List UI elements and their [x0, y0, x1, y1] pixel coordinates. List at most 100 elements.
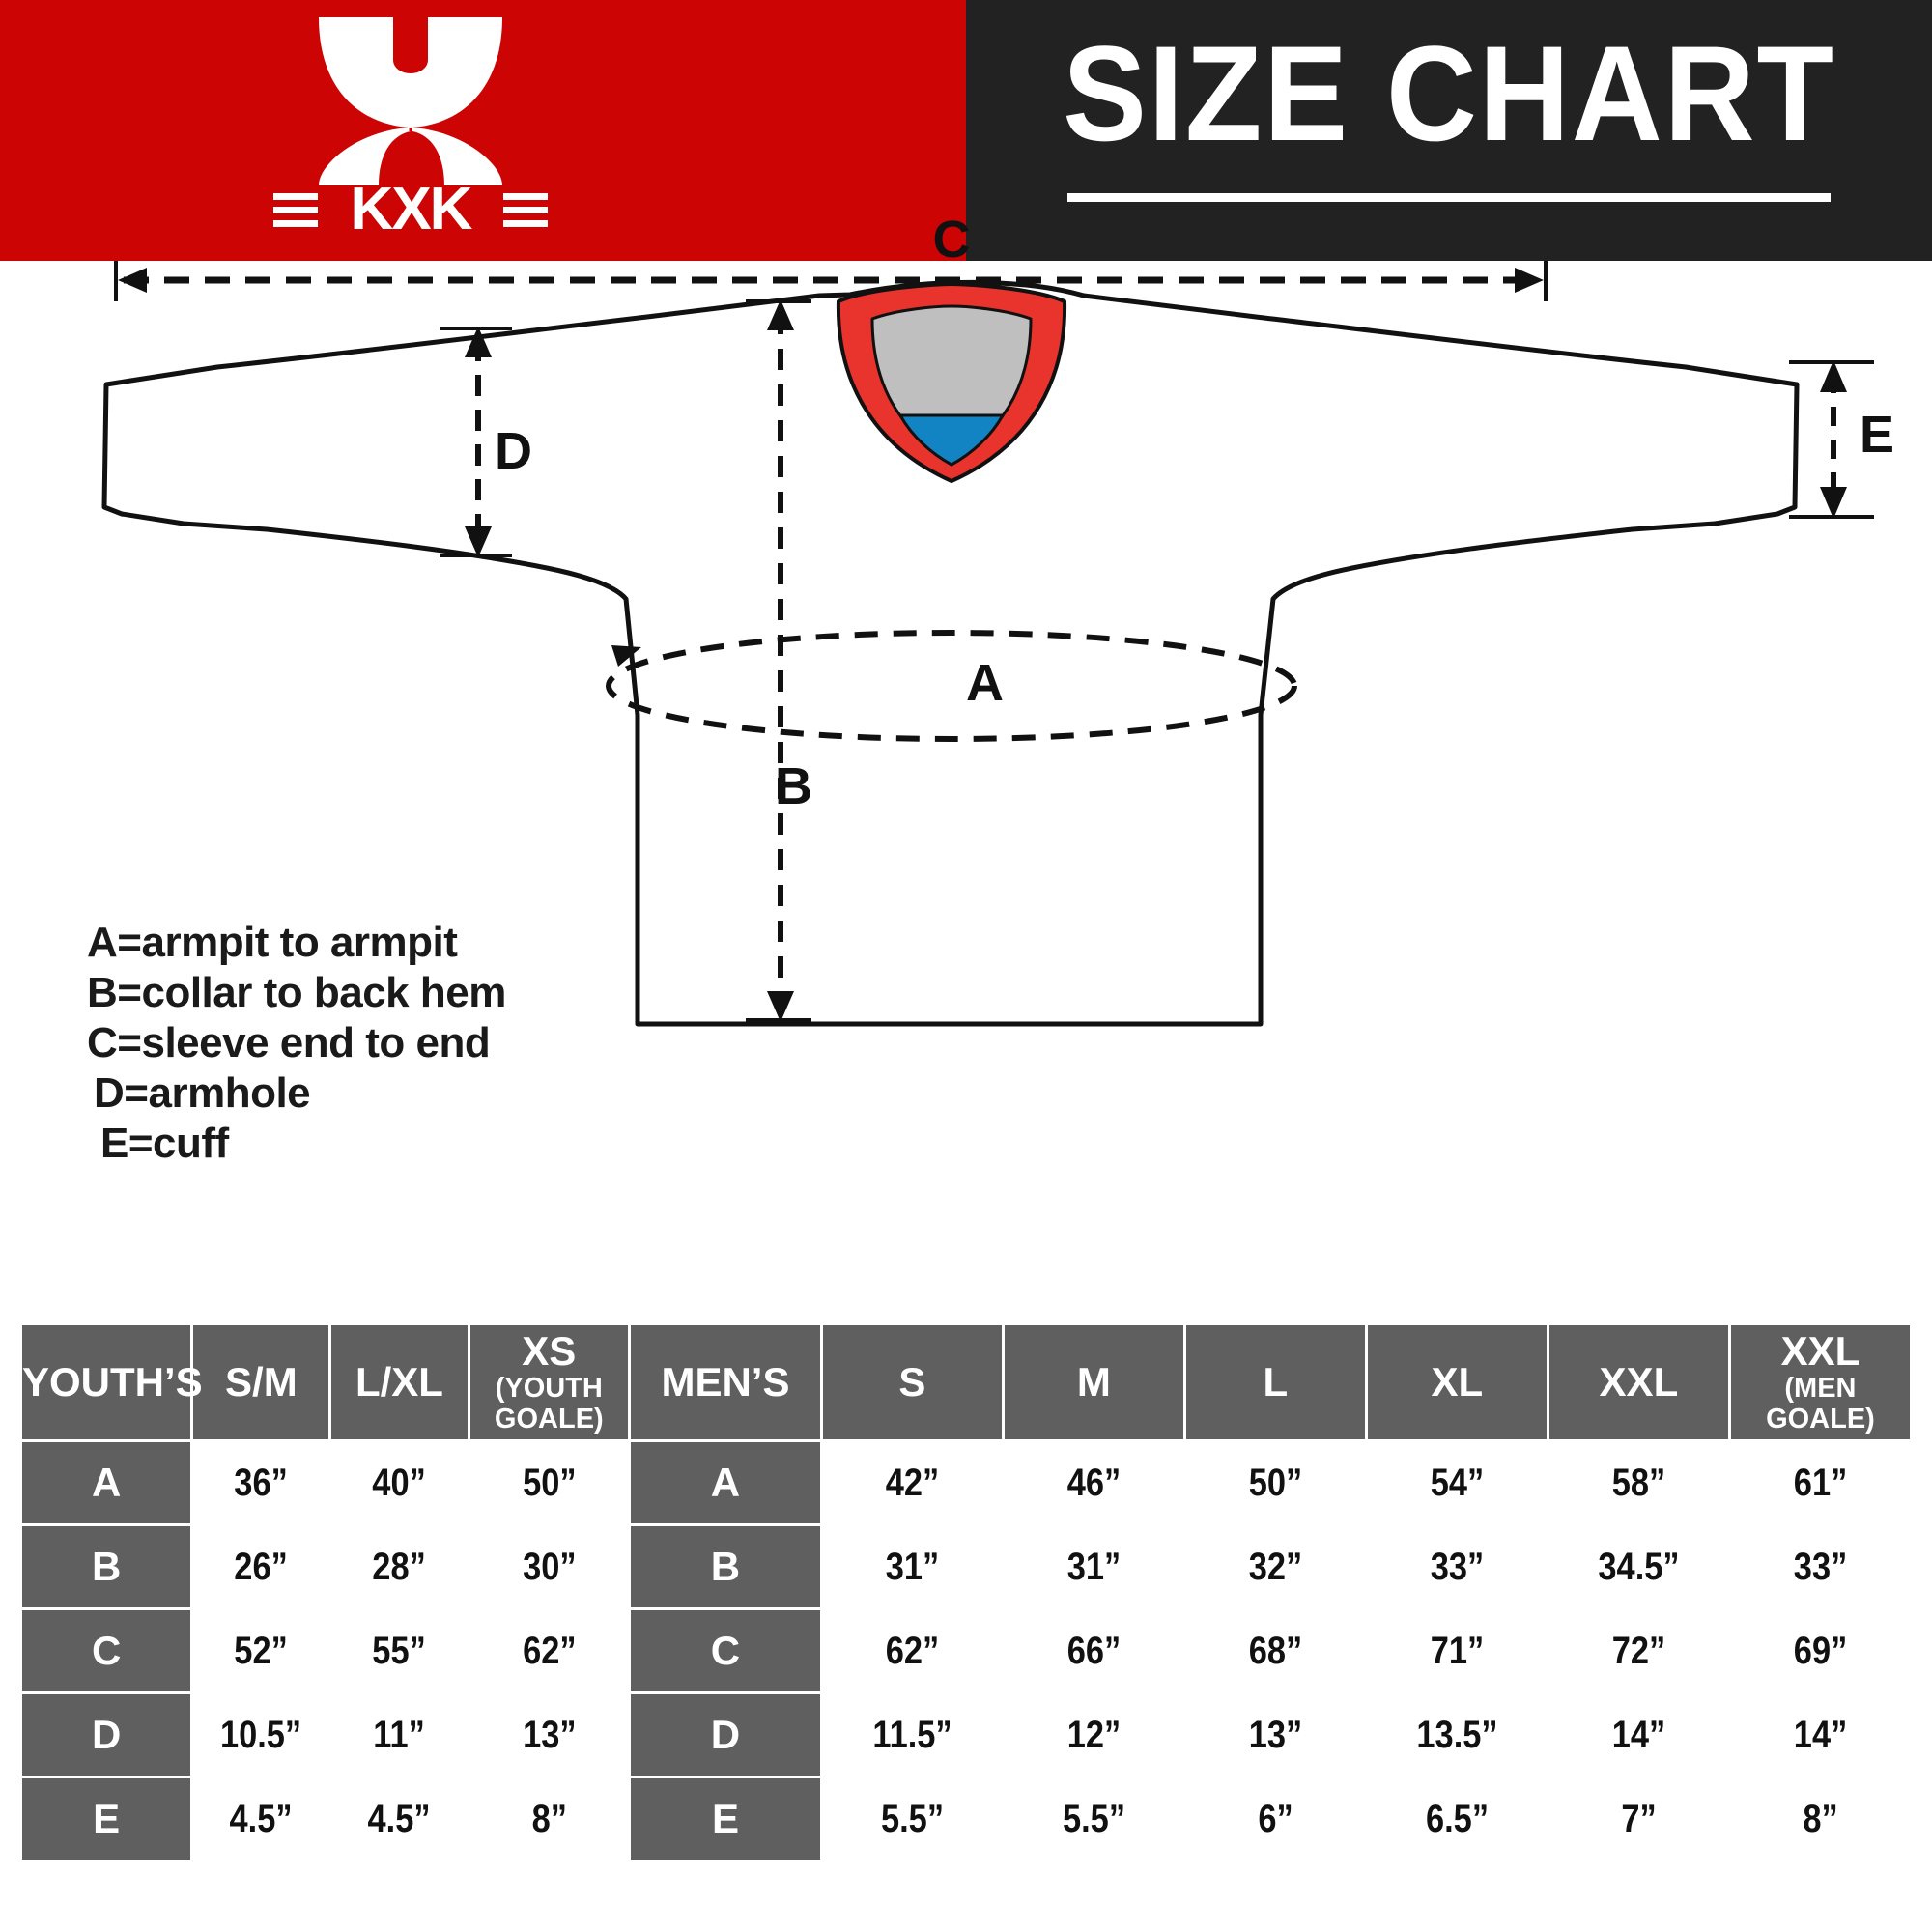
- cell-men-c-m: 66”: [1004, 1610, 1183, 1691]
- header-men-m: M: [1004, 1325, 1183, 1439]
- size-table-wrapper: YOUTH’S S/M L/XL XS (YOUTH GOALE) MEN’S …: [19, 1322, 1913, 1862]
- dimension-a-label: A: [966, 654, 1004, 712]
- cell-youth-e-xs: 8”: [469, 1778, 629, 1860]
- cell-men-e-xxl: 7”: [1548, 1778, 1728, 1860]
- header-men-xxl-goalie-main: XXL: [1780, 1328, 1861, 1374]
- header-men: MEN’S: [631, 1325, 820, 1439]
- cell-men-e-s: 5.5”: [822, 1778, 1002, 1860]
- cell-men-a-l: 50”: [1185, 1442, 1365, 1523]
- dimension-e: E: [1789, 360, 1894, 519]
- legend-line-e: E=cuff: [100, 1120, 229, 1167]
- header-men-xxl-goalie-sub: (MEN GOALE): [1766, 1373, 1875, 1435]
- dimension-c: [114, 261, 1548, 301]
- header-men-xxl-goalie: XXL (MEN GOALE): [1730, 1325, 1910, 1439]
- cell-men-b-l: 32”: [1185, 1526, 1365, 1607]
- cell-youth-c-sm: 52”: [193, 1610, 329, 1691]
- table-row: B 26” 28” 30” B 31” 31” 32” 33” 34.5” 33…: [22, 1526, 1910, 1607]
- row-label-d-men: D: [631, 1694, 820, 1776]
- cell-men-e-l: 6”: [1185, 1778, 1365, 1860]
- measurement-legend: A=armpit to armpit B=collar to back hem …: [87, 918, 506, 1169]
- cell-youth-b-lxl: 28”: [331, 1526, 468, 1607]
- cell-youth-d-xs: 13”: [469, 1694, 629, 1776]
- header-banner: KXK SIZE CHART: [0, 0, 1932, 261]
- dimension-e-label: E: [1860, 406, 1894, 464]
- cell-men-b-s: 31”: [822, 1526, 1002, 1607]
- legend-line-c: C=sleeve end to end: [87, 1019, 491, 1066]
- title-underline: [1067, 193, 1831, 202]
- cell-youth-a-xs: 50”: [469, 1442, 629, 1523]
- table-row: C 52” 55” 62” C 62” 66” 68” 71” 72” 69”: [22, 1610, 1910, 1691]
- dimension-a: A: [606, 630, 1297, 742]
- cell-men-c-xxl: 72”: [1548, 1610, 1728, 1691]
- legend-line-a: A=armpit to armpit: [87, 919, 458, 966]
- header-men-xxl: XXL: [1548, 1325, 1728, 1439]
- table-header-row: YOUTH’S S/M L/XL XS (YOUTH GOALE) MEN’S …: [22, 1325, 1910, 1439]
- row-label-b-men: B: [631, 1526, 820, 1607]
- cell-youth-b-xs: 30”: [469, 1526, 629, 1607]
- brand-logo: KXK: [266, 10, 555, 251]
- jersey-collar: [836, 282, 1067, 483]
- size-chart-table: YOUTH’S S/M L/XL XS (YOUTH GOALE) MEN’S …: [19, 1322, 1913, 1862]
- header-youth-xs-main: XS: [522, 1328, 577, 1374]
- header-youth: YOUTH’S: [22, 1325, 203, 1439]
- svg-text:C: C: [933, 214, 971, 269]
- header-youth-lxl: L/XL: [331, 1325, 468, 1439]
- cell-men-d-xl: 13.5”: [1367, 1694, 1547, 1776]
- cell-men-c-l: 68”: [1185, 1610, 1365, 1691]
- cell-youth-b-sm: 26”: [193, 1526, 329, 1607]
- table-row: D 10.5” 11” 13” D 11.5” 12” 13” 13.5” 14…: [22, 1694, 1910, 1776]
- header-brand-panel: KXK: [0, 0, 966, 261]
- cell-men-e-xl: 6.5”: [1367, 1778, 1547, 1860]
- jersey-outline: [101, 279, 1800, 1027]
- row-label-e-men: E: [631, 1778, 820, 1860]
- dimension-d-label: D: [495, 422, 532, 480]
- dimension-b-label: B: [775, 757, 812, 815]
- cell-men-a-xl: 54”: [1367, 1442, 1547, 1523]
- legend-line-d: D=armhole: [94, 1069, 311, 1117]
- table-row: E 4.5” 4.5” 8” E 5.5” 5.5” 6” 6.5” 7” 8”: [22, 1778, 1910, 1860]
- cell-men-b-xxl: 34.5”: [1548, 1526, 1728, 1607]
- cell-men-c-xxlg: 69”: [1730, 1610, 1910, 1691]
- cell-men-a-m: 46”: [1004, 1442, 1183, 1523]
- cell-youth-d-lxl: 11”: [331, 1694, 468, 1776]
- legend-line-b: B=collar to back hem: [87, 969, 506, 1016]
- logo-left-bars-icon: [273, 193, 318, 228]
- logo-right-bars-icon: [503, 193, 548, 228]
- cell-men-a-s: 42”: [822, 1442, 1002, 1523]
- jersey-diagram: D E A B C C: [0, 214, 1932, 1314]
- cell-youth-d-sm: 10.5”: [193, 1694, 329, 1776]
- brand-wordmark: KXK: [350, 176, 473, 242]
- cell-men-d-xxlg: 14”: [1730, 1694, 1910, 1776]
- row-label-b-youth: B: [22, 1526, 191, 1607]
- cell-youth-a-sm: 36”: [193, 1442, 329, 1523]
- dimension-d: D: [440, 327, 532, 557]
- row-label-c-men: C: [631, 1610, 820, 1691]
- header-youth-sm: S/M: [193, 1325, 329, 1439]
- cell-men-e-m: 5.5”: [1004, 1778, 1183, 1860]
- row-label-a-youth: A: [22, 1442, 191, 1523]
- row-label-d-youth: D: [22, 1694, 191, 1776]
- cell-men-b-xxlg: 33”: [1730, 1526, 1910, 1607]
- cell-youth-e-sm: 4.5”: [193, 1778, 329, 1860]
- row-label-a-men: A: [631, 1442, 820, 1523]
- cell-men-c-xl: 71”: [1367, 1610, 1547, 1691]
- dimension-c-label-svg: C: [933, 214, 971, 269]
- header-youth-xs-sub: (YOUTH GOALE): [494, 1373, 604, 1435]
- page-title: SIZE CHART: [1063, 17, 1835, 169]
- header-men-l: L: [1185, 1325, 1365, 1439]
- kxk-mark-icon: [319, 17, 502, 185]
- cell-youth-e-lxl: 4.5”: [331, 1778, 468, 1860]
- table-row: A 36” 40” 50” A 42” 46” 50” 54” 58” 61”: [22, 1442, 1910, 1523]
- cell-youth-c-xs: 62”: [469, 1610, 629, 1691]
- cell-men-a-xxl: 58”: [1548, 1442, 1728, 1523]
- cell-men-a-xxlg: 61”: [1730, 1442, 1910, 1523]
- header-title-panel: SIZE CHART: [966, 0, 1932, 261]
- dimension-c-label: C: [933, 261, 971, 265]
- cell-men-d-s: 11.5”: [822, 1694, 1002, 1776]
- row-label-c-youth: C: [22, 1610, 191, 1691]
- cell-youth-a-lxl: 40”: [331, 1442, 468, 1523]
- cell-men-d-m: 12”: [1004, 1694, 1183, 1776]
- header-youth-xs: XS (YOUTH GOALE): [469, 1325, 629, 1439]
- cell-men-d-l: 13”: [1185, 1694, 1365, 1776]
- cell-youth-c-lxl: 55”: [331, 1610, 468, 1691]
